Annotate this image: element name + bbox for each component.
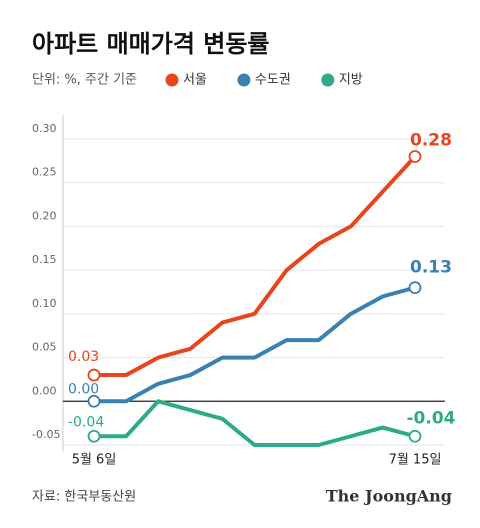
- data-point: [408, 429, 422, 443]
- brand: The JoongAng: [326, 487, 452, 506]
- y-tick-label: 0.10: [32, 297, 57, 310]
- legend-label: 지방: [339, 73, 363, 88]
- y-tick-label: -0.05: [32, 428, 60, 441]
- legend-swatch: [165, 73, 179, 87]
- data-point: [408, 150, 422, 163]
- data-label: -0.04: [68, 414, 104, 430]
- chart-subtitle: 단위: %, 주간 기준: [32, 73, 137, 88]
- data-label: 0.28: [410, 130, 452, 150]
- legend-label: 수도권: [255, 73, 291, 88]
- y-tick-label: 0.00: [32, 384, 57, 397]
- legend-swatch: [237, 73, 251, 87]
- y-tick-label: 0.30: [32, 122, 57, 135]
- data-point: [408, 281, 422, 295]
- y-tick-label: 0.25: [32, 166, 57, 179]
- x-tick-label: 7월 15일: [389, 453, 442, 468]
- data-label: 0.00: [68, 381, 99, 397]
- legend-label: 서울: [183, 73, 207, 88]
- data-label: 0.13: [410, 258, 452, 278]
- data-point: [87, 429, 101, 443]
- data-label: 0.03: [68, 349, 99, 365]
- series-line: [94, 155, 417, 378]
- source: 자료: 한국부동산원: [32, 490, 136, 505]
- y-tick-label: 0.20: [32, 209, 57, 222]
- chart-title: 아파트 매매가격 변동률: [32, 30, 270, 58]
- series-line: [94, 399, 416, 447]
- data-point: [87, 394, 101, 408]
- data-label: -0.04: [407, 408, 456, 428]
- x-tick-label: 5월 6일: [72, 453, 117, 468]
- legend-swatch: [321, 73, 335, 87]
- y-tick-label: 0.05: [32, 341, 57, 354]
- series-line: [94, 285, 416, 404]
- y-tick-label: 0.15: [32, 253, 57, 266]
- data-point: [87, 368, 101, 382]
